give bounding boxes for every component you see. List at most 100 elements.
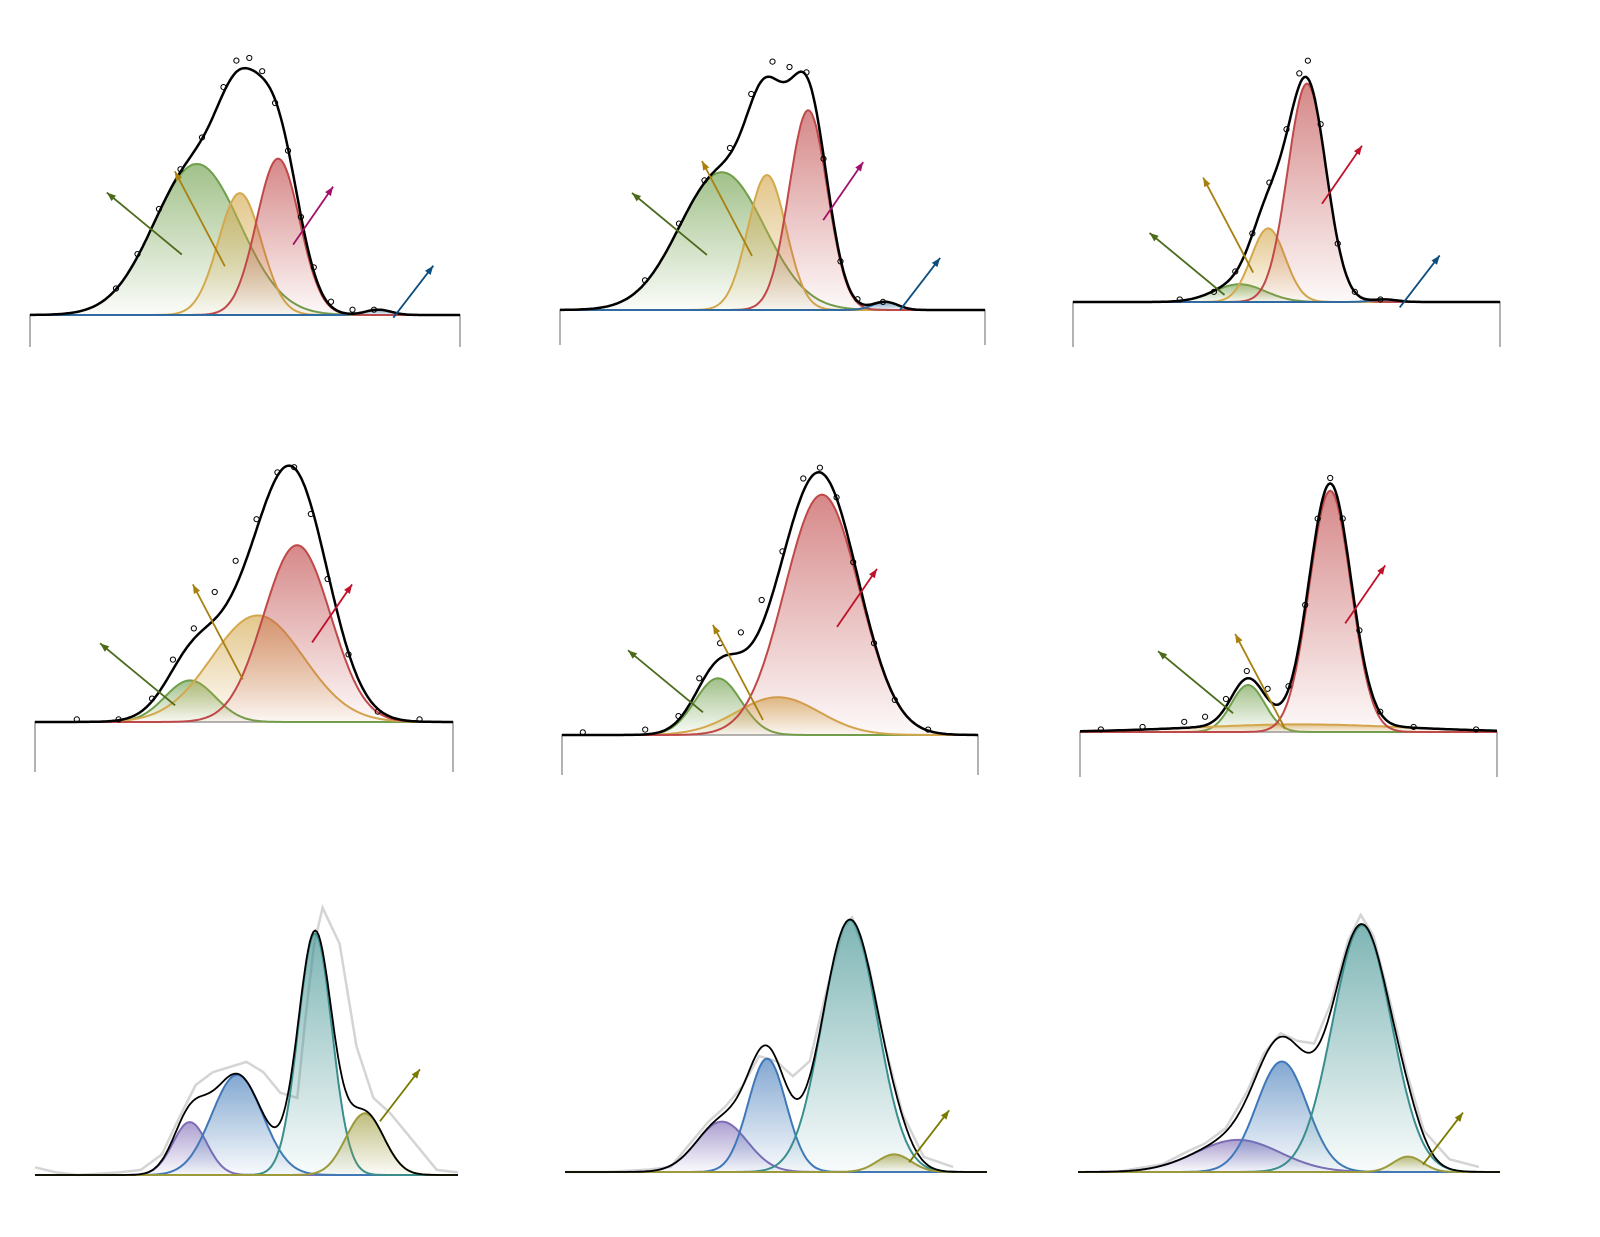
frame <box>34 721 454 772</box>
arrow-shaft <box>1234 633 1286 730</box>
frame <box>1072 301 1501 347</box>
observed-point <box>800 475 807 482</box>
observed-point <box>1302 601 1309 609</box>
observed-point <box>1139 723 1146 731</box>
observed-point <box>134 250 141 258</box>
observed-point <box>726 144 734 152</box>
observed-point <box>854 296 861 303</box>
arrow-shaft <box>1398 254 1441 309</box>
observed-point <box>169 656 177 663</box>
observed-point <box>1232 268 1239 275</box>
observed-point <box>870 640 878 647</box>
observed-point <box>1334 240 1341 247</box>
observed-point <box>1351 288 1358 295</box>
observed-line <box>1119 912 1480 1173</box>
observed-point <box>272 99 279 107</box>
arrow-head <box>1235 633 1243 644</box>
observed-point <box>310 264 317 271</box>
observed-point <box>307 510 314 518</box>
observed-point <box>233 57 240 64</box>
observed-point <box>1097 726 1104 733</box>
observed-point <box>345 651 352 658</box>
observed-point <box>1339 515 1346 522</box>
observed-point <box>1210 288 1218 295</box>
observed-point <box>696 675 703 682</box>
component-area <box>1073 83 1500 302</box>
observed-point <box>1410 723 1417 731</box>
panel <box>561 464 979 775</box>
observed-point <box>833 494 840 501</box>
arrow-head <box>1431 255 1440 265</box>
observed-point <box>416 716 423 723</box>
component-area <box>35 1113 458 1175</box>
arrow-head <box>631 192 642 202</box>
arrow-shaft <box>631 192 708 256</box>
fit-curve <box>1080 482 1497 733</box>
observed-point <box>1356 627 1363 634</box>
frame <box>1079 731 1498 777</box>
observed-point <box>370 306 378 313</box>
observed-point <box>642 726 649 733</box>
arrow-shaft <box>311 583 353 643</box>
observed-point <box>190 625 197 632</box>
component-area <box>565 920 987 1172</box>
observed-point <box>220 84 227 91</box>
observed-point <box>324 575 331 583</box>
observed-point <box>232 557 239 564</box>
observed-point <box>1176 296 1183 303</box>
observed-point <box>1283 126 1290 133</box>
component-area <box>30 193 460 315</box>
observed-point <box>1202 713 1209 720</box>
observed-point <box>779 548 786 555</box>
observed-point <box>924 726 932 733</box>
component-area <box>30 158 460 315</box>
arrow-head <box>425 265 434 275</box>
arrow-head <box>411 1069 420 1079</box>
panel <box>559 58 986 345</box>
panel <box>34 903 459 1177</box>
observed-point <box>579 729 586 736</box>
component-area <box>1078 1139 1500 1172</box>
observed-point <box>820 155 827 162</box>
component-area <box>560 172 985 310</box>
observed-point <box>1266 179 1273 186</box>
panel <box>1078 912 1500 1173</box>
observed-point <box>1285 683 1292 690</box>
observed-point <box>148 695 156 702</box>
component-curve <box>1080 489 1497 733</box>
arrow-shaft <box>1148 232 1226 296</box>
fit-curve <box>30 66 460 317</box>
observed-point <box>73 716 80 723</box>
observed-point <box>1296 70 1303 77</box>
observed-point <box>737 629 744 636</box>
arrow-head <box>1158 651 1168 660</box>
arrow-head <box>344 584 353 594</box>
panel <box>1079 474 1498 777</box>
observed-point <box>115 716 122 723</box>
observed-point <box>1473 726 1480 733</box>
arrow-shaft <box>836 568 878 628</box>
arrow-head <box>712 624 721 635</box>
arrow-head <box>1203 177 1211 188</box>
arrow-shaft <box>106 191 183 256</box>
observed-point <box>1249 230 1256 237</box>
observed-point <box>291 464 298 471</box>
panel <box>29 54 461 347</box>
component-area <box>1078 1156 1500 1172</box>
arrow-head <box>940 1110 950 1120</box>
observed-point <box>198 134 206 141</box>
component-area <box>35 1074 458 1175</box>
observed-point <box>1317 121 1324 128</box>
observed-point <box>1327 474 1334 482</box>
arrow-head <box>174 171 183 181</box>
observed-point <box>837 258 844 265</box>
component-area <box>35 615 453 722</box>
observed-point <box>1181 718 1188 725</box>
arrow-shaft <box>1422 1112 1464 1166</box>
arrow-head <box>869 568 877 579</box>
observed-point <box>1243 667 1250 675</box>
fit-curve <box>560 70 985 312</box>
observed-point <box>155 205 163 213</box>
component-area <box>1078 925 1500 1172</box>
